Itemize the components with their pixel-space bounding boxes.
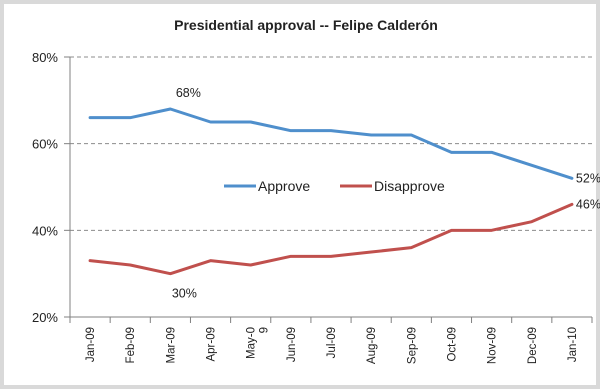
- y-axis-tick-labels: 20% 40% 60% 80%: [32, 50, 58, 325]
- x-tick-label: Apr-09: [206, 327, 218, 362]
- x-tick-label: Nov-09: [487, 327, 499, 364]
- x-tick-label-text: Oct-09: [446, 327, 458, 362]
- axes: [64, 56, 593, 323]
- gridlines: [70, 56, 592, 231]
- y-tick-label: 80%: [32, 50, 58, 65]
- x-tick-label-text: Mar-09: [165, 327, 177, 363]
- x-tick-label: Dec-09: [527, 327, 539, 364]
- x-tick-label-text: Jan-10: [567, 327, 579, 362]
- data-labels: 68% 30% 52% 46%: [172, 86, 600, 301]
- x-tick-label: Jan-09: [85, 327, 97, 362]
- x-tick-label-text: Nov-09: [487, 327, 499, 364]
- chart-title: Presidential approval -- Felipe Calderón: [174, 17, 438, 33]
- series-lines: [88, 107, 574, 276]
- x-tick-label-text: Sep-09: [406, 327, 418, 364]
- legend-label: Disapprove: [374, 178, 445, 194]
- data-label: 68%: [176, 86, 201, 100]
- data-label: 52%: [576, 171, 600, 185]
- series-line-disapprove: [88, 202, 574, 276]
- x-tick-label-text: 9: [259, 327, 271, 333]
- x-tick-label-text: Apr-09: [206, 327, 218, 362]
- x-tick-label: May-0 9: [246, 327, 271, 359]
- x-tick-label: Aug-09: [366, 327, 378, 364]
- x-tick-label: Jun-09: [286, 327, 298, 362]
- x-tick-label: Oct-09: [446, 327, 458, 362]
- data-label: 30%: [172, 287, 197, 301]
- x-axis-tick-labels: Jan-09 Feb-09 Mar-09 Apr-09 May-0 9 Jun-09 Jul-…: [85, 327, 579, 364]
- x-tick-label: Feb-09: [125, 327, 137, 363]
- x-tick-label-text: Jun-09: [286, 327, 298, 362]
- x-tick-label: Sep-09: [406, 327, 418, 364]
- legend-label: Approve: [258, 178, 310, 194]
- data-label: 46%: [576, 197, 600, 211]
- y-tick-label: 20%: [32, 310, 58, 325]
- y-tick-label: 60%: [32, 137, 58, 152]
- legend: Approve Disapprove: [224, 178, 445, 194]
- x-tick-label: Jan-10: [567, 327, 579, 362]
- x-tick-label-text: May-0: [246, 327, 258, 359]
- x-tick-label-text: Jul-09: [326, 327, 338, 358]
- x-tick-label-text: Dec-09: [527, 327, 539, 364]
- y-tick-label: 40%: [32, 223, 58, 238]
- x-tick-label: Jul-09: [326, 327, 338, 358]
- x-tick-label-text: Jan-09: [85, 327, 97, 362]
- x-tick-label: Mar-09: [165, 327, 177, 363]
- x-tick-label-text: Aug-09: [366, 327, 378, 364]
- x-tick-label-text: Feb-09: [125, 327, 137, 363]
- series-line-approve: [88, 107, 574, 180]
